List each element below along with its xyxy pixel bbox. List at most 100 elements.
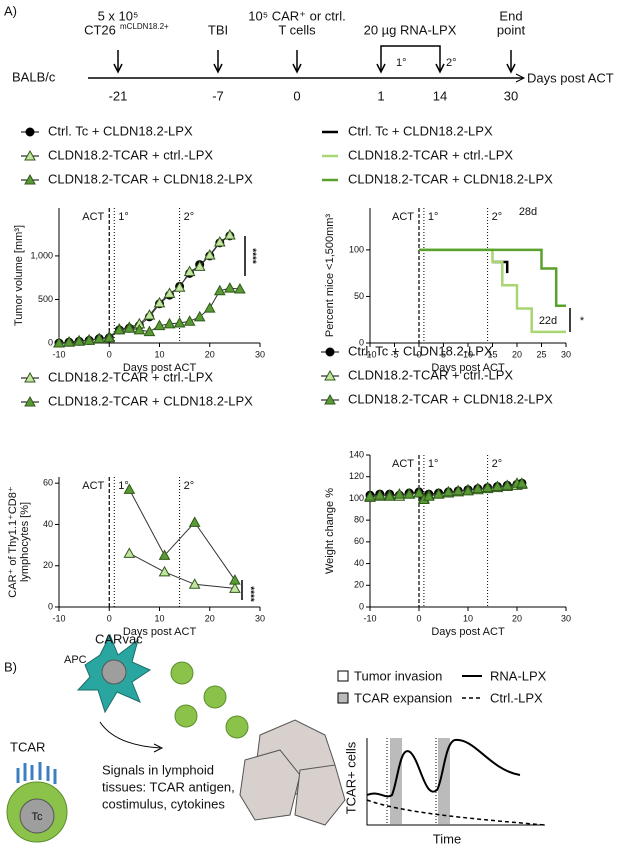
- y-tick-label: 0: [359, 337, 364, 347]
- dose-label: 1°: [396, 57, 407, 69]
- legend-label: CLDN18.2-TCAR + ctrl.-LPX: [348, 147, 513, 162]
- marker: [403, 488, 416, 499]
- y-axis-label: CAR⁺ of Thy1.1⁺CD8⁺: [7, 486, 19, 598]
- marker: [413, 486, 425, 498]
- annotation: 28d: [519, 206, 537, 218]
- marker: [325, 347, 335, 357]
- x-axis-label: Days post ACT: [123, 362, 197, 374]
- ctrl-lpx-curve: [366, 799, 546, 826]
- marker: [213, 235, 226, 247]
- legend-label: CLDN18.2-TCAR + CLDN18.2-LPX: [348, 171, 553, 186]
- marker: [158, 549, 171, 560]
- marker: [383, 490, 396, 501]
- event-label: 10⁵ CAR⁺ or ctrl.: [248, 8, 346, 23]
- annotation: ****: [244, 586, 255, 602]
- signals: tissues: TCAR antigen,: [102, 779, 235, 794]
- marker: [373, 489, 386, 500]
- reference-label: ACT: [392, 211, 414, 223]
- arrow: [99, 721, 161, 749]
- y-axis-label: Percent mice <1,500mm³: [324, 214, 336, 338]
- event-label: 5 x 10⁵: [98, 8, 139, 23]
- marker: [83, 334, 95, 345]
- event-label: point: [497, 22, 526, 37]
- marker: [188, 516, 201, 527]
- series-line: [129, 552, 235, 589]
- x-tick-label: 20: [205, 613, 215, 623]
- legend-label: CLDN18.2-TCAR + ctrl.-LPX: [348, 367, 513, 382]
- dose-bracket: [380, 45, 441, 70]
- legend-label: CLDN18.2-TCAR + CLDN18.2-LPX: [48, 171, 253, 186]
- x-tick-label: 5: [441, 349, 446, 359]
- marker: [393, 488, 406, 499]
- marker: [193, 310, 206, 322]
- x-tick-label: 25: [536, 349, 546, 359]
- panel-b-text: B) TCAR Tc CARvac APC Signals in lymphoi…: [4, 631, 547, 846]
- reference-label: 2°: [184, 211, 195, 223]
- marker: [188, 578, 201, 589]
- marker: [143, 325, 156, 337]
- tcar-label: TCAR: [10, 739, 45, 754]
- reference-label: 1°: [428, 211, 439, 223]
- series-line: [58, 234, 231, 344]
- y-tick-label: 500: [38, 294, 53, 304]
- x-tick-label: 10: [154, 613, 164, 623]
- marker: [224, 228, 236, 240]
- marker: [364, 490, 376, 501]
- marker: [193, 260, 206, 271]
- axes: [369, 208, 566, 344]
- marker: [123, 483, 136, 494]
- axes: [369, 455, 566, 608]
- x-tick-label: 10: [463, 349, 473, 359]
- x-tick-label: 20: [205, 349, 215, 359]
- event-label: TBI: [208, 22, 228, 37]
- x-tick-label: 0: [107, 613, 112, 623]
- marker: [224, 282, 236, 293]
- marker: [183, 315, 196, 326]
- panel-b-art: [6, 633, 546, 843]
- legend-box: [337, 670, 349, 682]
- expansion-band: [438, 738, 450, 824]
- day-label: 30: [504, 88, 518, 103]
- marker: [422, 490, 435, 501]
- marker: [53, 336, 65, 348]
- signals: costimulus, cytokines: [102, 796, 225, 811]
- survival-step: [492, 260, 509, 274]
- legend-label: CLDN18.2-TCAR + ctrl.-LPX: [48, 147, 213, 162]
- x-tick-label: 30: [255, 349, 265, 359]
- x-tick-label: -5: [390, 349, 398, 359]
- reference-label: 1°: [428, 458, 439, 470]
- marker: [452, 484, 465, 496]
- marker: [24, 371, 36, 383]
- tc-nucleus: [19, 798, 55, 834]
- arrow-head: [153, 743, 164, 753]
- t-cell: [203, 685, 227, 709]
- event-label: CT26: [84, 22, 116, 37]
- x-tick-label: 0: [107, 349, 112, 359]
- tc-label: Tc: [32, 811, 44, 823]
- timeline-arrow: [515, 73, 526, 83]
- marker: [229, 574, 241, 585]
- rna-lpx-curve: [366, 738, 521, 798]
- y-tick-label: 50: [354, 291, 364, 301]
- t-cell: [174, 704, 198, 728]
- marker: [25, 127, 35, 137]
- y-tick-label: 1,000: [30, 250, 53, 260]
- marker: [143, 309, 156, 320]
- panel-label: B): [4, 659, 17, 674]
- x-tick-label: -10: [52, 349, 65, 359]
- annotation: ****: [246, 248, 257, 264]
- apc-nucleus: [101, 659, 127, 685]
- marker: [203, 302, 216, 313]
- day-label: 1: [377, 88, 384, 103]
- event-arrowhead: [213, 63, 223, 74]
- y-tick-label: 40: [43, 519, 53, 529]
- t-cell: [225, 715, 249, 739]
- marker: [491, 480, 504, 491]
- legend-box: [337, 692, 349, 704]
- y-tick-label: 0: [48, 601, 53, 611]
- y-tick-label: 60: [354, 536, 364, 546]
- y-tick-label: 100: [349, 493, 364, 503]
- x-tick-label: 0: [416, 613, 421, 623]
- marker: [234, 282, 246, 294]
